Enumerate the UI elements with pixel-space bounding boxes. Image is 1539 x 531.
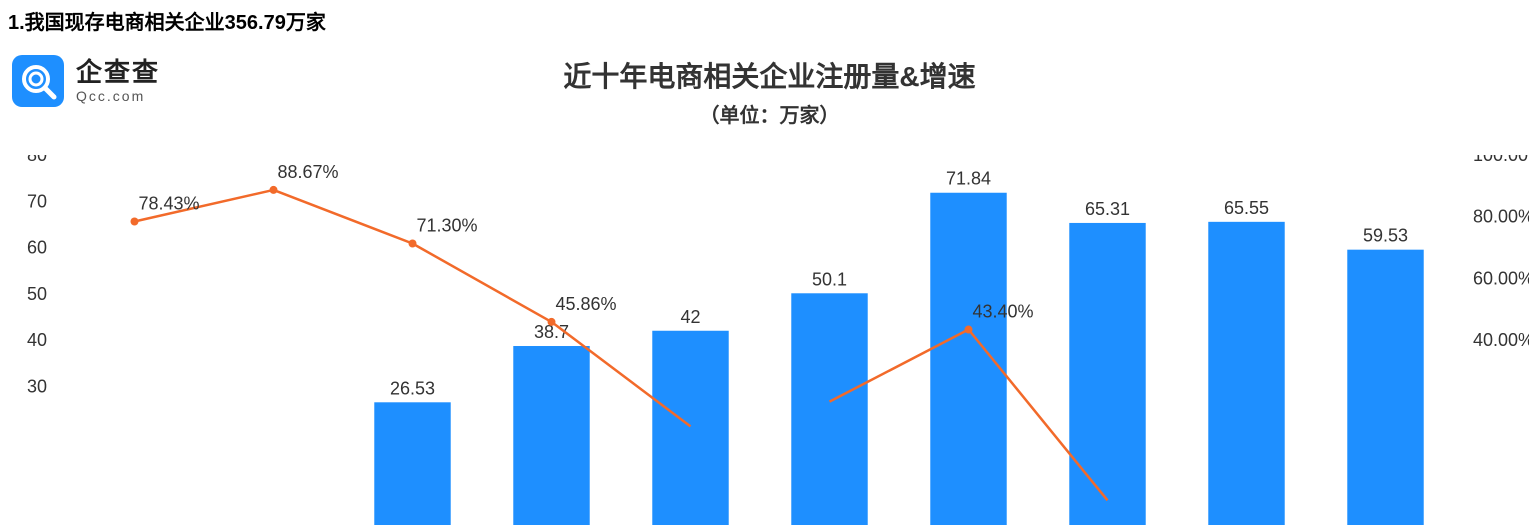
y-left-tick-label: 70: [27, 191, 47, 211]
y-left-tick-label: 30: [27, 376, 47, 396]
chart-subtitle: （单位：万家）: [0, 99, 1539, 128]
line-marker: [548, 318, 556, 326]
y-left-tick-label: 50: [27, 284, 47, 304]
chart-svg: 30 40 50 60 70 80 40.00% 60.00% 80.00% 100.00% 26.…: [10, 155, 1529, 525]
line-marker: [965, 326, 973, 334]
bar-value-label: 65.31: [1085, 199, 1130, 219]
line-value-label: 45.86%: [556, 294, 617, 314]
y-left-tick-label: 40: [27, 330, 47, 350]
bar-value-label: 26.53: [390, 378, 435, 398]
line-marker: [409, 239, 417, 247]
line-value-label: 88.67%: [278, 162, 339, 182]
bar-value-label: 59.53: [1363, 226, 1408, 246]
page-heading: 1.我国现存电商相关企业356.79万家: [8, 6, 326, 35]
y-left-tick-label: 60: [27, 238, 47, 258]
bar-value-label: 65.55: [1224, 198, 1269, 218]
y-right-tick-label: 80.00%: [1473, 207, 1529, 227]
bar: [791, 293, 867, 525]
line-marker: [270, 186, 278, 194]
bar: [1208, 222, 1284, 525]
bar: [1069, 223, 1145, 525]
bar-value-label: 71.84: [946, 169, 991, 189]
y-right-tick-label: 60.00%: [1473, 268, 1529, 288]
line-value-label: 43.40%: [973, 302, 1034, 322]
bar: [1347, 250, 1423, 525]
bar: [652, 331, 728, 525]
bar-value-label: 42: [680, 307, 700, 327]
y-right-tick-label: 40.00%: [1473, 330, 1529, 350]
y-left-tick-label: 80: [27, 155, 47, 165]
y-right-tick-label: 100.00%: [1473, 155, 1529, 165]
line-marker: [131, 218, 139, 226]
line-value-label: 71.30%: [417, 215, 478, 235]
line-value-label: 78.43%: [139, 194, 200, 214]
bar: [930, 193, 1006, 525]
chart-title-block: 近十年电商相关企业注册量&增速 （单位：万家）: [0, 55, 1539, 128]
chart-title: 近十年电商相关企业注册量&增速: [0, 55, 1539, 95]
bar: [374, 402, 450, 525]
bar: [513, 346, 589, 525]
bar-value-label: 50.1: [812, 269, 847, 289]
